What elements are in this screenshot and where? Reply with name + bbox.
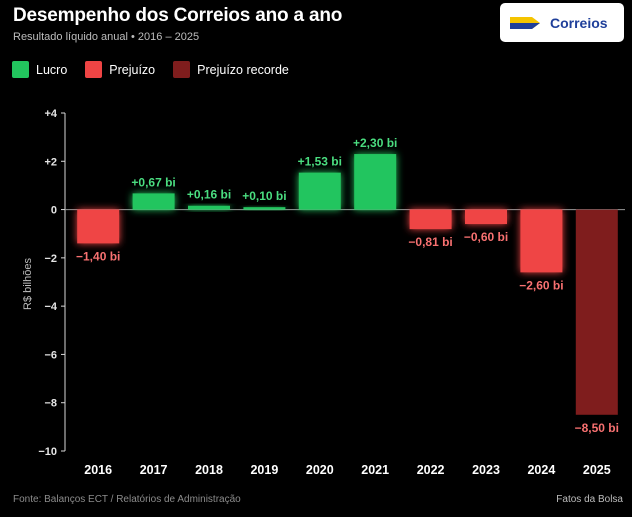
legend-label-prejuizo: Prejuízo [109,62,156,77]
data-label-2023: −0,60 bi [464,230,508,244]
x-tick-label-2021: 2021 [361,463,389,477]
x-tick-label-2024: 2024 [527,463,555,477]
y-tick-label: −2 [44,253,57,265]
bar-2022 [409,209,452,230]
bar-2020 [298,172,341,210]
x-tick-label-2023: 2023 [472,463,500,477]
bar-2023 [465,209,507,225]
data-label-2018: +0,16 bi [187,188,231,202]
y-tick-label: −4 [44,301,57,313]
bar-2016 [77,209,120,244]
legend-item-lucro: Lucro [12,61,67,78]
x-tick-label-2018: 2018 [195,463,223,477]
y-axis-label: R$ bilhões [22,258,34,310]
data-label-2017: +0,67 bi [131,175,175,189]
y-tick-label: −6 [44,349,57,361]
x-tick-label-2022: 2022 [417,463,445,477]
legend-swatch-prejuizo-recorde [173,61,191,78]
data-label-2016: −1,40 bi [76,249,120,263]
bar-2025 [575,209,618,415]
bar-2021 [354,154,397,210]
bar-2018 [188,205,230,210]
x-tick-label-2016: 2016 [84,463,112,477]
correios-logo: Correios [500,3,624,42]
data-label-2019: +0,10 bi [242,189,286,203]
x-tick-label-2020: 2020 [306,463,334,477]
legend-item-prejuizo-recorde: Prejuízo recorde [173,61,289,78]
chart-subtitle: Resultado líquido anual • 2016 – 2025 [13,31,200,43]
legend-label-lucro: Lucro [36,62,68,77]
x-tick-label-2019: 2019 [250,463,278,477]
source-note: Fonte: Balanços ECT / Relatórios de Admi… [13,494,241,505]
x-tick-label-2017: 2017 [140,463,168,477]
bar-2017 [132,193,175,210]
x-tick-label-2025: 2025 [583,463,611,477]
correios-logo-text: Correios [550,14,608,31]
data-label-2022: −0,81 bi [408,235,452,249]
chart-title: Desempenho dos Correios ano a ano [13,5,343,26]
y-tick-label: −8 [44,398,57,410]
data-label-2020: +1,53 bi [298,155,342,169]
correios-logo-icon [510,16,540,29]
legend-swatch-lucro [12,61,29,78]
data-label-2021: +2,30 bi [353,136,397,150]
bar-2024 [520,209,563,273]
legend-item-prejuizo: Prejuízo [85,61,155,78]
legend-label-prejuizo-recorde: Prejuízo recorde [197,62,289,77]
legend-swatch-prejuizo [85,61,103,78]
y-tick-label: 0 [51,205,57,217]
bar-2019 [243,207,286,210]
brand-credit: Fatos da Bolsa [556,494,623,505]
legend: Lucro Prejuízo Prejuízo recorde [12,61,307,78]
data-label-2024: −2,60 bi [519,278,563,292]
y-tick-label: −10 [38,446,57,458]
y-tick-label: +4 [44,108,57,120]
y-tick-label: +2 [44,156,57,168]
data-label-2025: −8,50 bi [575,421,619,435]
